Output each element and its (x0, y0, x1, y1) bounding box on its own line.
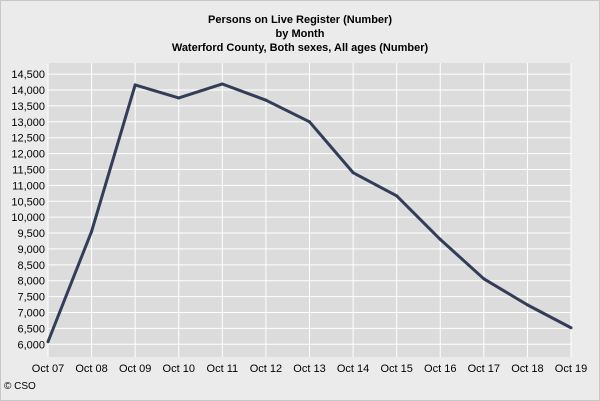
x-tick-label: Oct 16 (424, 363, 456, 375)
y-tick-label: 11,500 (12, 164, 45, 176)
x-tick-label: Oct 17 (468, 363, 500, 375)
x-tick-label: Oct 15 (380, 363, 412, 375)
x-tick-label: Oct 08 (75, 363, 107, 375)
x-tick-label: Oct 12 (250, 363, 282, 375)
y-tick-label: 9,500 (17, 228, 45, 240)
x-tick-label: Oct 11 (207, 363, 239, 375)
y-tick-label: 10,000 (11, 212, 45, 224)
y-tick-label: 6,000 (17, 339, 45, 351)
copyright-label: © CSO (4, 381, 36, 392)
data-point (351, 171, 355, 175)
x-tick-label: Oct 09 (119, 363, 151, 375)
y-tick-label: 14,500 (11, 69, 45, 81)
y-tick-label: 14,000 (11, 85, 45, 97)
data-point (90, 229, 94, 233)
x-tick-label: Oct 19 (555, 363, 587, 375)
y-tick-label: 13,500 (11, 101, 45, 113)
x-tick-label: Oct 07 (32, 363, 64, 375)
y-tick-label: 13,000 (11, 117, 45, 129)
y-tick-label: 10,500 (11, 196, 45, 208)
data-point (438, 237, 442, 241)
subtitle-line-1: by Month (275, 28, 325, 40)
x-tick-label: Oct 13 (293, 363, 325, 375)
data-point (569, 326, 573, 330)
y-tick-label: 7,000 (17, 308, 45, 320)
data-point (133, 83, 137, 87)
data-point (220, 82, 224, 86)
y-tick-label: 7,500 (17, 292, 45, 304)
x-tick-label: Oct 18 (511, 363, 543, 375)
y-tick-label: 11,000 (12, 180, 45, 192)
subtitle-line-2: Waterford County, Both sexes, All ages (… (171, 42, 429, 54)
data-point (395, 194, 399, 198)
data-point (46, 340, 50, 344)
x-tick-label: Oct 14 (337, 363, 369, 375)
y-tick-label: 8,000 (17, 276, 45, 288)
chart-title: Persons on Live Register (Number) by Mon… (0, 13, 600, 55)
y-tick-label: 6,500 (17, 323, 45, 335)
y-tick-label: 12,000 (11, 149, 45, 161)
data-point (177, 96, 181, 100)
data-point (525, 303, 529, 307)
x-tick-label: Oct 10 (163, 363, 195, 375)
data-point (482, 277, 486, 281)
y-tick-label: 8,500 (17, 260, 45, 272)
title-line: Persons on Live Register (Number) (208, 14, 392, 26)
y-tick-label: 9,000 (17, 244, 45, 256)
data-point (264, 98, 268, 102)
y-tick-label: 12,500 (11, 133, 45, 145)
data-point (308, 120, 311, 124)
